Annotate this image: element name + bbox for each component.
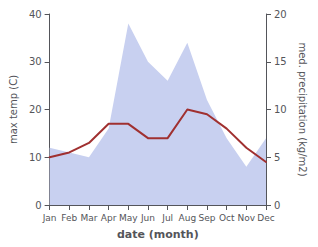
svg-text:Mar: Mar — [80, 213, 97, 223]
svg-text:Dec: Dec — [257, 213, 274, 223]
svg-text:Jun: Jun — [140, 213, 155, 223]
svg-text:15: 15 — [274, 56, 287, 67]
svg-text:Nov: Nov — [238, 213, 256, 223]
svg-text:5: 5 — [274, 152, 280, 163]
svg-text:date (month): date (month) — [117, 228, 199, 241]
svg-text:Feb: Feb — [61, 213, 77, 223]
svg-text:May: May — [119, 213, 138, 223]
svg-text:Jul: Jul — [161, 213, 173, 223]
svg-text:30: 30 — [29, 56, 42, 67]
svg-text:Aug: Aug — [179, 213, 197, 223]
svg-text:Oct: Oct — [219, 213, 235, 223]
svg-text:0: 0 — [35, 200, 41, 211]
svg-text:Apr: Apr — [101, 213, 117, 223]
svg-text:10: 10 — [29, 152, 42, 163]
svg-text:20: 20 — [29, 104, 42, 115]
svg-text:0: 0 — [274, 200, 280, 211]
svg-text:Sep: Sep — [199, 213, 216, 223]
svg-text:Jan: Jan — [42, 213, 57, 223]
svg-text:10: 10 — [274, 104, 287, 115]
svg-text:20: 20 — [274, 9, 287, 20]
svg-text:40: 40 — [29, 9, 42, 20]
svg-text:med. precipitation (kg/m2): med. precipitation (kg/m2) — [297, 42, 308, 176]
svg-text:max temp (C): max temp (C) — [8, 75, 19, 144]
